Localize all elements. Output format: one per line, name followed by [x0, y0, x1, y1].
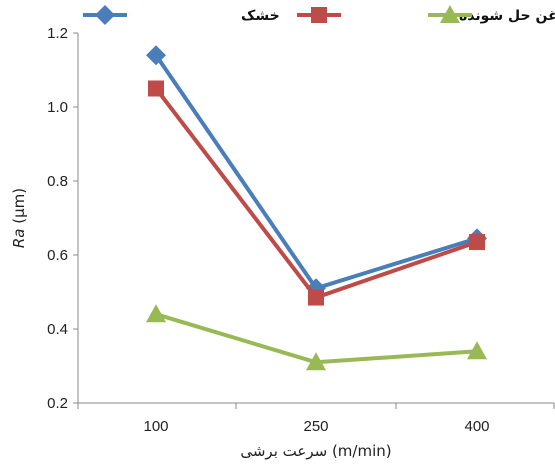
legend: خشکروغن حل شوندهنانوسیال اکسید مس	[83, 5, 555, 25]
legend-label: خشک	[241, 8, 280, 24]
legend-swatch-marker	[311, 7, 327, 23]
x-axis-title: سرعت برشی (m/min)	[240, 442, 391, 460]
series-line	[154, 87, 478, 300]
data-point	[469, 234, 485, 251]
legend-swatch-marker	[95, 5, 115, 25]
legend-swatch-marker	[440, 5, 460, 23]
y-axis-title: Ra (µm)	[10, 188, 28, 248]
x-tick-label: 250	[303, 418, 328, 435]
data-point	[146, 45, 166, 66]
data-point	[148, 80, 164, 97]
series-line	[154, 54, 478, 291]
legend-label: روغن حل شونده	[459, 8, 555, 24]
data-point	[308, 289, 324, 306]
plot-area	[146, 45, 487, 371]
y-tick-label: 0.6	[47, 247, 68, 264]
y-tick-label: 0.8	[47, 173, 68, 190]
x-tick-label: 100	[143, 418, 168, 435]
data-point	[306, 352, 326, 371]
data-point	[467, 341, 487, 360]
y-tick-label: 1.0	[47, 99, 68, 116]
x-axis-ticks: 100 250 400	[77, 403, 555, 435]
x-tick-label: 400	[464, 418, 489, 435]
data-point	[146, 304, 166, 323]
y-tick-label: 1.2	[47, 25, 68, 42]
y-axis-ticks: 0.2 0.4 0.6 0.8 1.0 1.2	[47, 25, 78, 412]
y-tick-label: 0.4	[47, 321, 68, 338]
y-tick-label: 0.2	[47, 395, 68, 412]
